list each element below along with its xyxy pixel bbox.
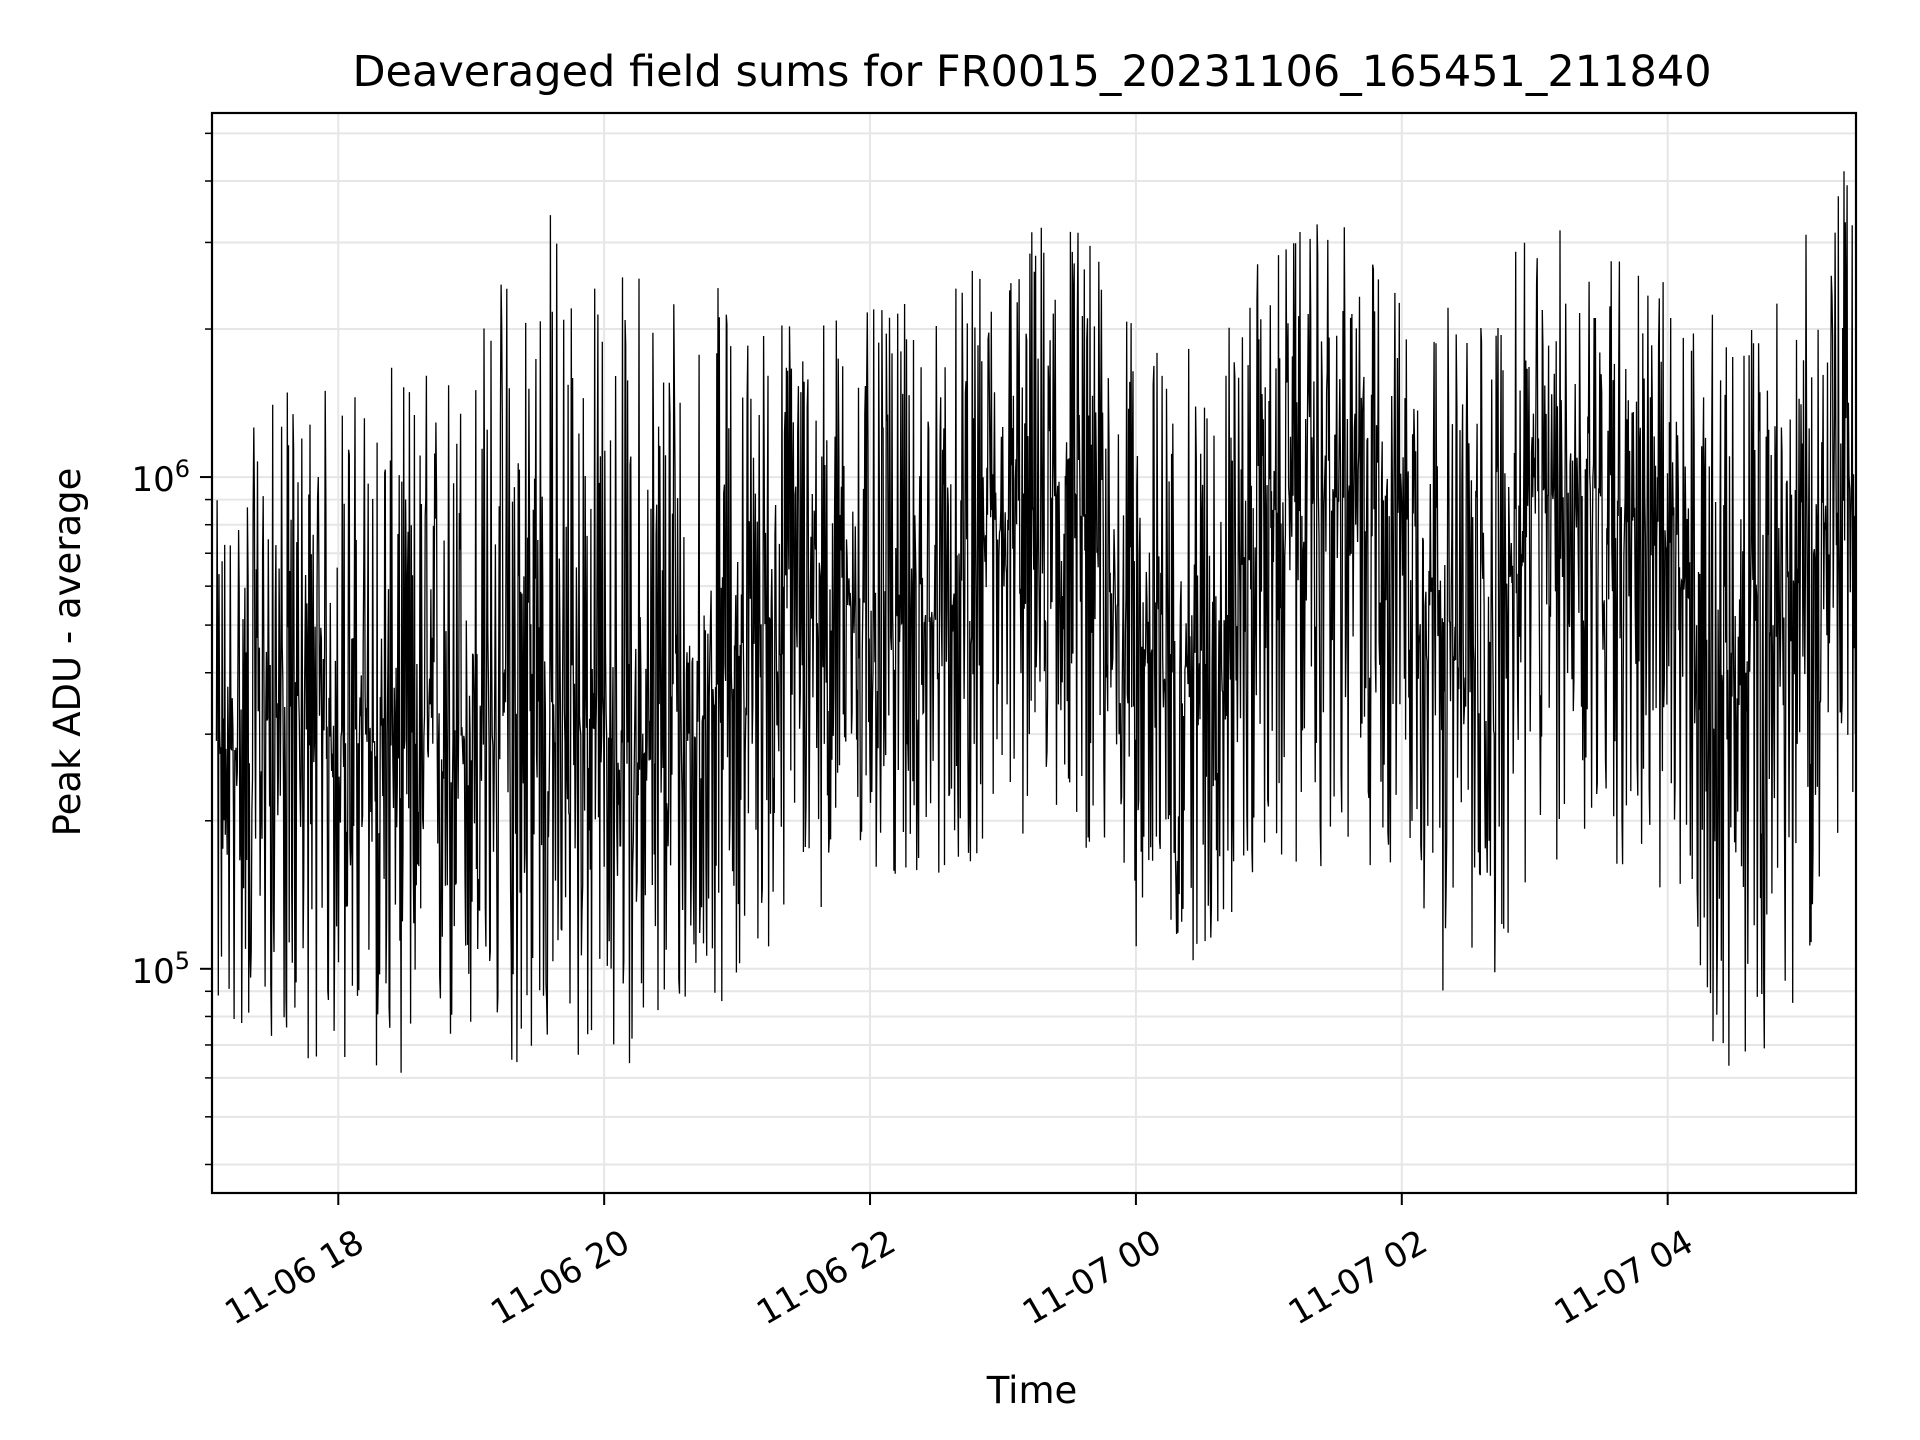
y-axis-label: Peak ADU - average [46, 468, 89, 837]
series-line [215, 171, 1856, 1073]
x-tick-label: 11-06 22 [750, 1222, 902, 1333]
y-tick-label: 106 [131, 455, 190, 500]
x-tick-label: 11-07 04 [1548, 1222, 1700, 1333]
x-tick-label: 11-07 00 [1016, 1222, 1168, 1333]
x-tick-label: 11-06 18 [218, 1222, 370, 1333]
x-axis-label: Time [986, 1369, 1078, 1412]
x-tick-label: 11-07 02 [1282, 1222, 1434, 1333]
y-tick-label: 105 [131, 947, 190, 992]
plot-frame [210, 111, 1858, 1195]
series-path [215, 171, 1856, 1073]
chart-title: Deaveraged field sums for FR0015_2023110… [352, 47, 1711, 97]
x-tick-label: 11-06 20 [484, 1222, 636, 1333]
